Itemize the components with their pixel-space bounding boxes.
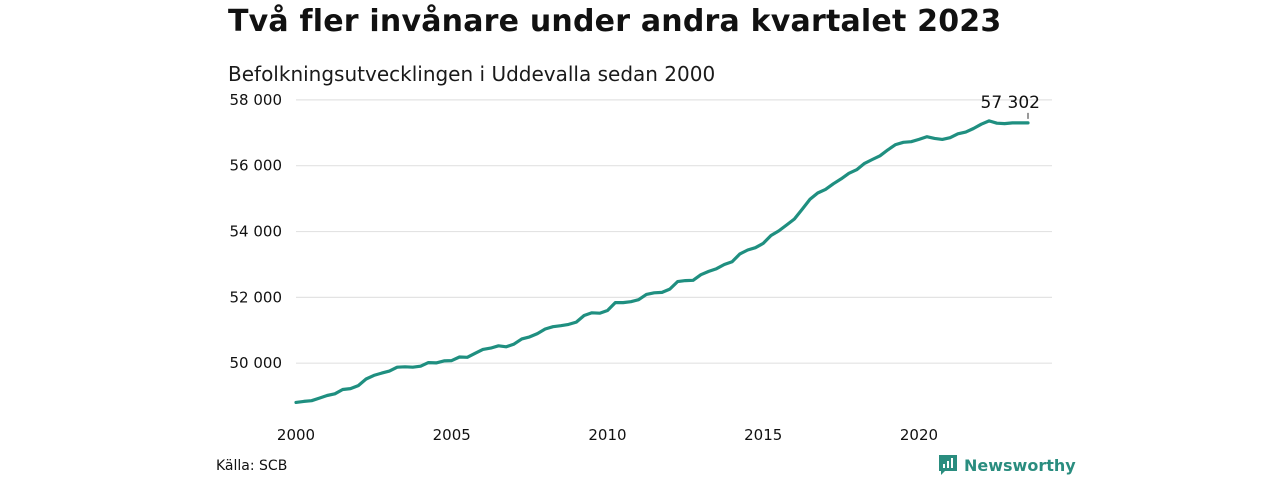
x-tick-label: 2005	[433, 426, 471, 444]
source-note: Källa: SCB	[216, 458, 288, 474]
y-tick-label: 54 000	[230, 223, 283, 241]
chart-title: Två fler invånare under andra kvartalet …	[228, 4, 1002, 39]
x-axis-ticks: 2000 2005 2010 2015 2020	[277, 426, 938, 444]
y-tick-label: 50 000	[230, 354, 283, 372]
y-tick-label: 58 000	[230, 91, 283, 109]
x-tick-label: 2020	[900, 426, 938, 444]
end-value-label: 57 302	[981, 93, 1040, 113]
brand-logo[interactable]: Newsworthy	[938, 454, 1076, 476]
y-tick-label: 52 000	[230, 288, 283, 306]
y-axis-ticks: 50 000 52 000 54 000 56 000 58 000	[230, 91, 283, 372]
x-tick-label: 2010	[588, 426, 626, 444]
population-line	[294, 119, 1030, 404]
x-tick-label: 2015	[744, 426, 782, 444]
y-tick-label: 56 000	[230, 157, 283, 175]
newsworthy-logo-icon	[939, 455, 957, 475]
x-tick-label: 2000	[277, 426, 315, 444]
brand-name: Newsworthy	[964, 455, 1076, 475]
chart-subtitle: Befolkningsutvecklingen i Uddevalla seda…	[228, 62, 716, 86]
gridlines	[296, 99, 1052, 364]
